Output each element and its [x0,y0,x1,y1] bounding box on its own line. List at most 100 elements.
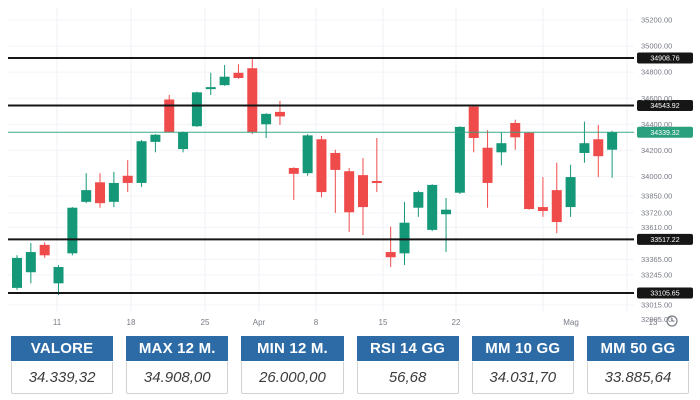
quote-column-value: 26.000,00 [241,362,344,394]
current-price-line: 34339.32 [8,126,693,138]
date-tick-label: 18 [127,318,136,327]
price-tick-label: 33720.00 [641,209,672,218]
down-candle [510,119,521,150]
price-tick-label: 34000.00 [641,172,672,181]
down-candle [524,132,535,210]
down-candle [551,162,562,234]
down-candle [39,242,50,258]
up-candle [399,201,410,266]
price-badge [637,126,693,138]
quote-column: MM 10 GG 34.031,70 [471,336,574,394]
down-candle [593,124,604,178]
price-tick-label: 32905.00 [641,315,672,324]
up-candle [81,173,92,204]
date-tick-label: 15 [379,318,388,327]
down-candle [344,167,355,232]
up-candle [302,134,313,176]
price-tick-label: 35200.00 [641,16,672,25]
down-candle [482,130,493,208]
date-tick-label: Apr [253,318,266,327]
quote-column-header: MM 50 GG [586,336,690,361]
price-tick-label: 35000.00 [641,42,672,51]
date-tick-label: 25 [201,318,210,327]
up-candle [579,121,590,163]
quote-column: MM 50 GG 33.885,64 [586,336,690,394]
level-badge-value: 34908.76 [650,56,679,63]
quote-column-header: VALORE [11,336,114,361]
price-tick-label: 33015.00 [641,300,672,309]
down-candle [537,177,548,217]
down-candle [274,100,285,125]
date-tick-label: 11 [53,318,62,327]
level-badge-value: 33105.65 [650,291,679,298]
down-candle [95,173,106,208]
quote-column-header: MAX 12 M. [126,336,229,361]
up-candle [496,132,507,166]
up-candle [67,207,78,256]
price-badge-value: 34339.32 [650,130,679,137]
price-tick-label: 33610.00 [641,223,672,232]
price-axis[interactable]: 35200.00 35000.00 34800.00 34600.00 34400.00… [641,16,672,324]
up-candle [205,72,216,95]
up-candle [150,134,161,153]
level-badge-value: 34543.92 [650,103,679,110]
up-candle [25,242,36,284]
down-candle [316,136,327,198]
up-candle [427,184,438,232]
level-badge [637,233,693,245]
gridlines [8,8,634,312]
date-tick-label: 22 [452,318,461,327]
up-candle [53,265,64,296]
price-tick-label: 33850.00 [641,192,672,201]
up-candle [191,91,202,127]
up-candle [441,197,452,253]
up-candle [454,126,465,195]
level-badge [637,287,693,299]
level-badge [637,52,693,64]
price-levels: 34908.76 34543.92 33517.22 33105.65 [8,52,693,299]
price-tick-label: 34400.00 [641,120,672,129]
quote-column-value: 34.031,70 [471,362,574,394]
candlestick-chart[interactable]: 34908.76 34543.92 33517.22 33105.65 34339.32… [0,0,700,334]
down-candle [385,226,396,268]
price-tick-label: 34200.00 [641,146,672,155]
price-tick-label: 34600.00 [641,94,672,103]
date-tick-label: 8 [314,318,319,327]
quote-summary-table: VALORE 34.339,32 MAX 12 M. 34.908,00 MIN 12 … [0,334,700,394]
quote-column-value: 56,68 [356,362,459,394]
date-tick-label: 13 [649,318,658,327]
down-candle [371,137,382,193]
date-tick-label: Mag [563,318,579,327]
quote-column: RSI 14 GG 56,68 [356,336,459,394]
price-tick-label: 33365.00 [641,255,672,264]
down-candle [288,167,299,200]
down-candle [122,160,133,193]
quote-column-value: 33.885,64 [586,362,690,394]
up-candle [108,171,119,208]
quote-column: VALORE 34.339,32 [11,336,114,394]
clock-icon[interactable] [666,315,678,327]
quote-column-value: 34.339,32 [11,362,114,394]
quote-column: MAX 12 M. 34.908,00 [126,336,229,394]
down-candle [233,64,244,79]
quote-column-header: MIN 12 M. [241,336,344,361]
level-badge [637,100,693,112]
quote-column-header: RSI 14 GG [356,336,459,361]
up-candle [12,255,22,290]
up-candle [136,139,147,187]
up-candle [219,64,230,86]
quote-column-value: 34.908,00 [126,362,229,394]
down-candle [358,158,368,236]
candles [12,58,618,296]
down-candle [247,58,258,135]
quote-column: MIN 12 M. 26.000,00 [241,336,344,394]
up-candle [178,131,189,153]
price-tick-label: 34800.00 [641,68,672,77]
down-candle [468,104,479,153]
chart-area[interactable]: 34908.76 34543.92 33517.22 33105.65 34339.32… [0,0,700,334]
up-candle [261,113,272,138]
quote-column-header: MM 10 GG [471,336,574,361]
level-badge-value: 33517.22 [650,237,679,244]
time-axis[interactable]: 11 18 25 Apr 8 15 22 Mag 13 [53,318,658,327]
